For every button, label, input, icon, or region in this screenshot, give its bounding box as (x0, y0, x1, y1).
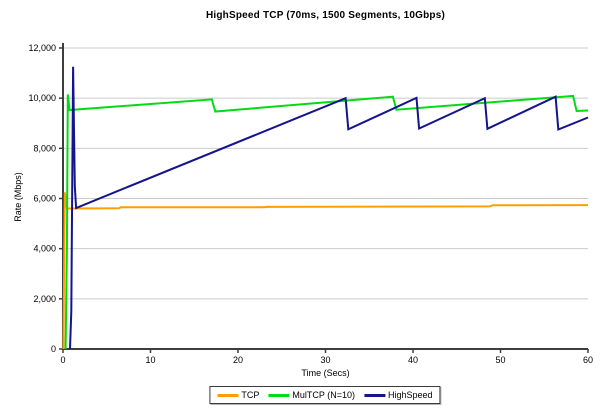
legend-label-highspeed: HighSpeed (388, 390, 433, 400)
x-tick-label: 10 (145, 355, 155, 365)
y-tick-label: 10,000 (28, 93, 56, 103)
legend-label-multcp: MulTCP (N=10) (292, 390, 356, 400)
highspeed-line-swatch-icon (364, 393, 386, 397)
y-tick-label: 6,000 (33, 194, 56, 204)
y-tick-label: 4,000 (33, 244, 56, 254)
series-line-tcp (62, 192, 589, 350)
x-axis-title: Time (Secs) (301, 368, 350, 378)
x-tick-label: 50 (495, 355, 505, 365)
legend-item-tcp: TCP (217, 390, 259, 400)
tcp-line-swatch-icon (217, 393, 239, 397)
x-tick-label: 20 (233, 355, 243, 365)
x-tick-label: 30 (320, 355, 330, 365)
y-tick-label: 12,000 (28, 43, 56, 53)
multcp-line-swatch-icon (268, 393, 290, 397)
legend-item-multcp: MulTCP (N=10) (268, 390, 355, 400)
legend-item-highspeed: HighSpeed (364, 390, 433, 400)
series-line-multcp-n-10- (64, 94, 589, 350)
legend-box: TCP MulTCP (N=10) HighSpeed (209, 386, 441, 404)
chart-title: HighSpeed TCP (70ms, 1500 Segments, 10Gb… (205, 10, 446, 21)
series-line-highspeed (69, 66, 589, 350)
legend-label-tcp: TCP (241, 390, 260, 400)
x-tick-label: 0 (60, 355, 65, 365)
y-tick-label: 8,000 (33, 143, 56, 153)
x-tick-label: 60 (583, 355, 593, 365)
y-tick-label: 0 (51, 344, 56, 354)
x-tick-label: 40 (408, 355, 418, 365)
y-tick-label: 2,000 (33, 294, 56, 304)
